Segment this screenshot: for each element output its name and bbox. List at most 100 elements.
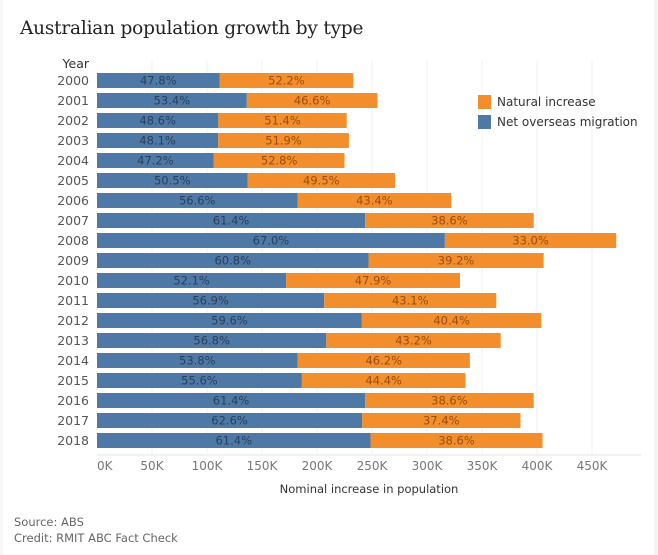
- y-tick-label: 2018: [57, 433, 89, 448]
- y-tick-label: 2001: [57, 93, 89, 108]
- bar-net-overseas-migration[interactable]: [97, 193, 298, 208]
- legend-label: Net overseas migration: [497, 115, 638, 129]
- bar-net-overseas-migration[interactable]: [97, 93, 247, 108]
- y-tick-label: 2011: [57, 293, 89, 308]
- y-tick-label: 2000: [57, 73, 89, 88]
- bar-label-net-overseas-migration: 48.1%: [139, 134, 176, 148]
- y-axis-labels: 2000 2001 2002 2003 2004 2005 2006 2007 2008 2009…: [57, 73, 89, 448]
- x-tick-label: 300K: [412, 459, 444, 473]
- y-tick-label: 2017: [57, 413, 89, 428]
- scrollbar-track[interactable]: [654, 0, 658, 555]
- y-tick-label: 2007: [57, 213, 89, 228]
- legend-item-natural-increase[interactable]: Natural increase: [478, 92, 638, 112]
- bar-net-overseas-migration[interactable]: [97, 213, 366, 228]
- x-tick-label: 200K: [302, 459, 334, 473]
- y-tick-label: 2014: [57, 353, 89, 368]
- bar-label-net-overseas-migration: 53.4%: [154, 94, 191, 108]
- bar-label-natural-increase: 43.2%: [395, 334, 432, 348]
- bar-natural-increase[interactable]: [370, 433, 543, 448]
- bar-net-overseas-migration[interactable]: [97, 73, 220, 88]
- y-tick-label: 2008: [57, 233, 89, 248]
- bar-natural-increase[interactable]: [286, 273, 460, 288]
- bar-natural-increase[interactable]: [218, 133, 349, 148]
- bar-label-net-overseas-migration: 61.4%: [213, 214, 250, 228]
- bar-label-natural-increase: 33.0%: [512, 234, 549, 248]
- y-tick-label: 2013: [57, 333, 89, 348]
- y-tick-label: 2015: [57, 373, 89, 388]
- y-tick-label: 2012: [57, 313, 89, 328]
- legend-label: Natural increase: [497, 95, 596, 109]
- bar-natural-increase[interactable]: [213, 153, 345, 168]
- bar-natural-increase[interactable]: [247, 173, 396, 188]
- y-tick-label: 2002: [57, 113, 89, 128]
- bar-natural-increase[interactable]: [218, 113, 347, 128]
- x-axis-labels: 0K 50K 100K 150K 200K 250K 300K 350K 400K 450K: [97, 459, 609, 473]
- bar-label-net-overseas-migration: 67.0%: [253, 234, 290, 248]
- x-tick-label: 250K: [357, 459, 389, 473]
- source-note: Source: ABS: [14, 515, 84, 529]
- bar-label-natural-increase: 39.2%: [438, 254, 475, 268]
- bar-natural-increase[interactable]: [362, 413, 521, 428]
- bar-label-natural-increase: 46.6%: [294, 94, 331, 108]
- bar-natural-increase[interactable]: [246, 93, 378, 108]
- bar-label-natural-increase: 47.9%: [355, 274, 392, 288]
- bar-natural-increase[interactable]: [368, 253, 544, 268]
- x-tick-label: 50K: [140, 459, 164, 473]
- legend-swatch-natural-increase: [478, 95, 491, 109]
- bar-natural-increase[interactable]: [301, 373, 466, 388]
- bar-label-natural-increase: 38.6%: [431, 214, 468, 228]
- bar-net-overseas-migration[interactable]: [97, 433, 371, 448]
- bar-net-overseas-migration[interactable]: [97, 173, 248, 188]
- bar-label-natural-increase: 52.8%: [261, 154, 298, 168]
- bar-label-net-overseas-migration: 56.8%: [193, 334, 230, 348]
- bar-net-overseas-migration[interactable]: [97, 113, 219, 128]
- x-tick-label: 400K: [522, 459, 554, 473]
- bar-net-overseas-migration[interactable]: [97, 313, 362, 328]
- y-tick-label: 2006: [57, 193, 89, 208]
- bar-label-natural-increase: 51.4%: [264, 114, 301, 128]
- bars: 47.8% 52.2% 53.4% 46.6% 48.6% 51.4% 48.1% 51.9%…: [97, 73, 617, 448]
- bar-label-net-overseas-migration: 47.8%: [140, 74, 177, 88]
- bar-net-overseas-migration[interactable]: [97, 353, 298, 368]
- bar-label-natural-increase: 52.2%: [268, 74, 305, 88]
- bar-label-natural-increase: 38.6%: [438, 434, 475, 448]
- bar-net-overseas-migration[interactable]: [97, 333, 327, 348]
- x-tick-label: 150K: [247, 459, 279, 473]
- bar-natural-increase[interactable]: [365, 213, 534, 228]
- bar-label-natural-increase: 38.6%: [431, 394, 468, 408]
- bar-label-natural-increase: 37.4%: [423, 414, 460, 428]
- bar-net-overseas-migration[interactable]: [97, 293, 325, 308]
- bar-label-natural-increase: 40.4%: [433, 314, 470, 328]
- bar-net-overseas-migration[interactable]: [97, 253, 369, 268]
- bar-label-net-overseas-migration: 61.4%: [215, 434, 252, 448]
- bar-label-net-overseas-migration: 62.6%: [211, 414, 248, 428]
- bar-net-overseas-migration[interactable]: [97, 233, 445, 248]
- bar-net-overseas-migration[interactable]: [97, 133, 219, 148]
- bar-natural-increase[interactable]: [444, 233, 617, 248]
- y-tick-label: 2003: [57, 133, 89, 148]
- bar-label-net-overseas-migration: 52.1%: [173, 274, 210, 288]
- x-tick-label: 100K: [192, 459, 224, 473]
- bar-label-net-overseas-migration: 59.6%: [211, 314, 248, 328]
- bar-label-net-overseas-migration: 56.6%: [179, 194, 216, 208]
- y-tick-label: 2005: [57, 173, 89, 188]
- x-tick-label: 350K: [467, 459, 499, 473]
- bar-net-overseas-migration[interactable]: [97, 393, 366, 408]
- x-axis-title: Nominal increase in population: [280, 482, 459, 496]
- bar-net-overseas-migration[interactable]: [97, 373, 302, 388]
- legend-item-net-overseas-migration[interactable]: Net overseas migration: [478, 112, 638, 132]
- bar-natural-increase[interactable]: [324, 293, 497, 308]
- y-tick-label: 2016: [57, 393, 89, 408]
- bar-natural-increase[interactable]: [326, 333, 501, 348]
- bar-natural-increase[interactable]: [365, 393, 534, 408]
- bar-net-overseas-migration[interactable]: [97, 273, 287, 288]
- bar-label-natural-increase: 46.2%: [365, 354, 402, 368]
- bar-natural-increase[interactable]: [297, 353, 470, 368]
- bar-net-overseas-migration[interactable]: [97, 153, 214, 168]
- bar-natural-increase[interactable]: [297, 193, 452, 208]
- legend: Natural increase Net overseas migration: [478, 92, 638, 132]
- bar-net-overseas-migration[interactable]: [97, 413, 363, 428]
- bar-natural-increase[interactable]: [219, 73, 354, 88]
- bar-natural-increase[interactable]: [361, 313, 542, 328]
